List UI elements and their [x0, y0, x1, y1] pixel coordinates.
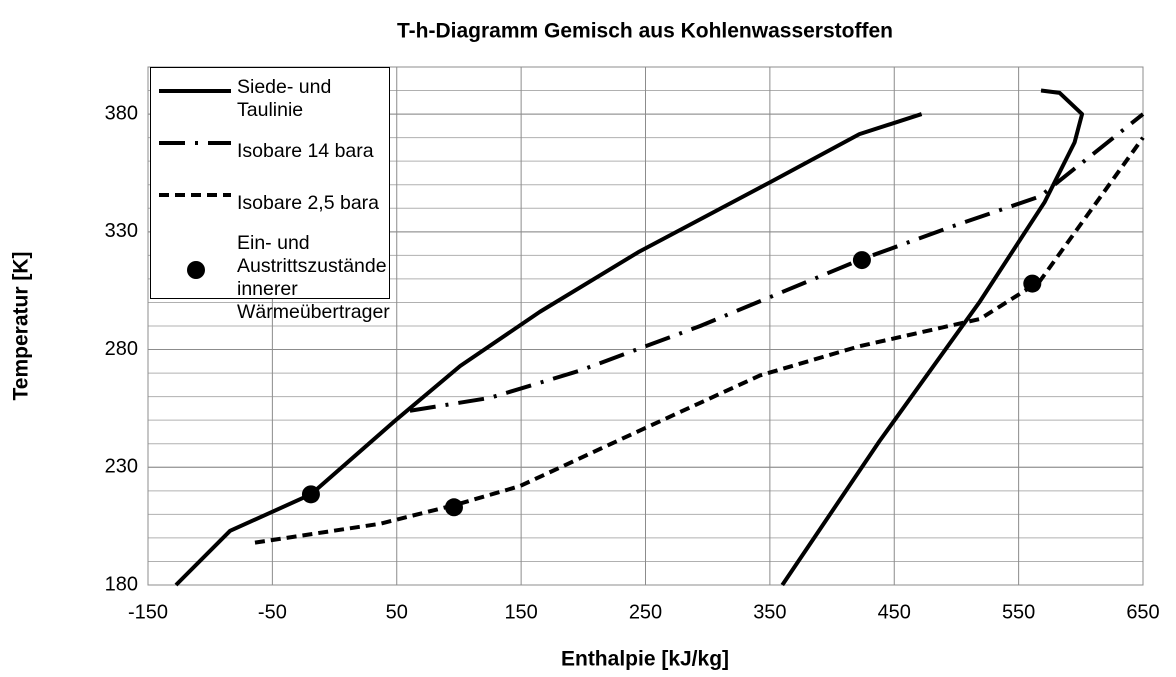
y-tick-label: 380	[105, 102, 138, 124]
marker	[852, 251, 871, 270]
x-tick-label: 450	[878, 601, 911, 623]
legend-label: Siede- und Taulinie	[237, 76, 332, 121]
chart-title: T-h-Diagramm Gemisch aus Kohlenwassersto…	[397, 20, 893, 43]
marker	[1023, 274, 1042, 293]
legend-marker	[187, 261, 205, 279]
y-tick-label: 230	[105, 456, 138, 478]
legend-label: Isobare 2,5 bara	[237, 191, 380, 214]
legend-entry: Ein- und Austrittszustände innerer Wärme…	[151, 232, 391, 324]
y-axis-label: Temperatur [K]	[10, 252, 33, 401]
x-tick-label: 50	[386, 601, 408, 623]
x-axis-label: Enthalpie [kJ/kg]	[561, 648, 729, 671]
line	[254, 136, 1145, 545]
legend-swatch	[159, 193, 231, 197]
x-tick-label: -50	[258, 601, 287, 623]
line	[780, 88, 1085, 587]
legend-label: Isobare 14 bara	[237, 139, 374, 162]
x-tick-label: 650	[1126, 601, 1159, 623]
legend-entry: Isobare 14 bara	[151, 128, 391, 174]
y-tick-label: 180	[105, 573, 138, 595]
legend: Siede- und Taulinie Isobare 14 bara Isobar…	[150, 67, 391, 323]
legend-swatch	[159, 141, 231, 145]
x-tick-label: 150	[504, 601, 537, 623]
x-tick-label: 250	[629, 601, 662, 623]
y-tick-label: 330	[105, 220, 138, 242]
legend-swatch	[187, 261, 205, 279]
marker	[301, 485, 320, 504]
line	[174, 112, 923, 587]
legend-swatch	[159, 89, 231, 93]
legend-entry: Isobare 2,5 bara	[151, 180, 391, 226]
y-tick-label: 280	[105, 338, 138, 360]
legend-entry: Siede- und Taulinie	[151, 76, 391, 122]
x-tick-label: 550	[1002, 601, 1035, 623]
x-tick-label: 350	[753, 601, 786, 623]
marker	[444, 498, 463, 517]
plot-frame	[147, 66, 1144, 586]
legend-label: Ein- und Austrittszustände innerer Wärme…	[237, 232, 390, 323]
line	[409, 112, 1145, 413]
x-tick-label: -150	[128, 601, 168, 623]
